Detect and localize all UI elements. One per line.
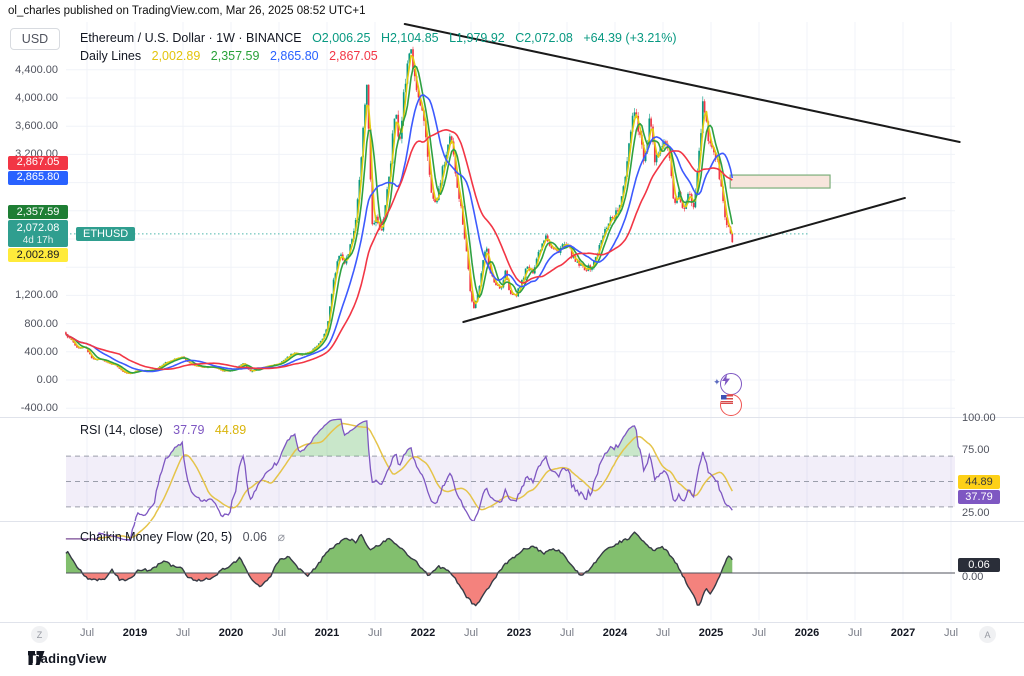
tradingview-logo-glyph: [28, 651, 45, 665]
time-axis-year-label[interactable]: 2023: [506, 627, 532, 639]
time-axis-month-label[interactable]: Jul: [367, 627, 383, 639]
daily-line-value-blue: 2,865.80: [269, 49, 319, 63]
time-axis-year-label[interactable]: 2021: [314, 627, 340, 639]
ohlc-high: H2,104.85: [380, 31, 439, 45]
rsi-value-ma: 44.89: [214, 423, 247, 437]
rsi-axis-label: 100.00: [962, 412, 996, 424]
attribution-text: ol_charles published on TradingView.com,…: [8, 5, 366, 17]
us-flag-event-icon[interactable]: [720, 394, 743, 417]
rsi-legend[interactable]: RSI (14, close) 37.79 44.89: [80, 423, 246, 437]
time-axis-month-label[interactable]: Jul: [175, 627, 191, 639]
time-axis-year-label[interactable]: 2027: [890, 627, 916, 639]
cmf-value: 0.06: [242, 530, 267, 544]
time-axis-year-label[interactable]: 2024: [602, 627, 628, 639]
ohlc-close: C2,072.08: [515, 31, 573, 45]
currency-button[interactable]: USD: [10, 28, 60, 50]
ohlc-change: +64.39 (+3.21%): [583, 31, 677, 45]
time-axis-month-label[interactable]: Jul: [943, 627, 959, 639]
us-flag-glyph: [721, 395, 734, 405]
price-axis-label: 800.00: [24, 317, 58, 330]
ohlc-open: O2,006.25: [312, 31, 371, 45]
price-axis-label: 1,200.00: [15, 289, 58, 302]
symbol-legend[interactable]: Ethereum / U.S. Dollar · 1W · BINANCE O2…: [80, 31, 677, 45]
price-axis-label: -400.00: [20, 402, 58, 415]
time-axis-year-label[interactable]: 2026: [794, 627, 820, 639]
adjust-button[interactable]: A: [979, 626, 996, 643]
cmf-title-label: Chaikin Money Flow (20, 5): [80, 530, 233, 544]
time-axis-month-label[interactable]: Jul: [271, 627, 287, 639]
daily-line-value-green: 2,357.59: [210, 49, 260, 63]
price-badge: 2,002.89: [8, 248, 68, 263]
time-axis-year-label[interactable]: 2022: [410, 627, 436, 639]
price-axis-label: 4,400.00: [15, 63, 58, 76]
rsi-axis-label: 75.00: [962, 443, 990, 456]
price-axis-label: 0.00: [36, 374, 58, 386]
hidden-values-icon[interactable]: ⌀: [277, 530, 285, 544]
time-axis-month-label[interactable]: Jul: [847, 627, 863, 639]
price-badge: 2,867.05: [8, 155, 68, 170]
symbol-price-tag: ETHUSD: [76, 226, 136, 241]
price-badge: 2,357.59: [8, 205, 68, 220]
rsi-value-badge: 37.79: [958, 490, 1000, 504]
daily-lines-label: Daily Lines: [80, 49, 142, 63]
time-axis-month-label[interactable]: Jul: [559, 627, 575, 639]
daily-line-value-red: 2,867.05: [329, 49, 378, 63]
tradingview-logo[interactable]: TradingView: [28, 651, 107, 666]
price-axis-label: 4,000.00: [15, 92, 58, 104]
timezone-button[interactable]: Z: [31, 626, 48, 643]
time-axis-month-label[interactable]: Jul: [463, 627, 479, 639]
daily-lines-legend[interactable]: Daily Lines 2,002.89 2,357.59 2,865.80 2…: [80, 49, 378, 63]
rsi-value-badge: 44.89: [958, 475, 1000, 489]
cmf-value-badge: 0.06: [958, 558, 1000, 573]
sparkle-icon: ✦: [713, 377, 721, 388]
ohlc-low: L1,979.92: [449, 31, 505, 45]
time-axis-month-label[interactable]: Jul: [79, 627, 95, 639]
lightning-bolt-glyph: [722, 374, 731, 387]
daily-line-value-yellow: 2,002.89: [151, 49, 201, 63]
time-axis-year-label[interactable]: 2025: [698, 627, 724, 639]
rsi-title-label: RSI (14, close): [80, 423, 163, 437]
price-axis-label: 3,600.00: [15, 120, 58, 133]
time-axis-year-label[interactable]: 2020: [218, 627, 244, 639]
price-badge: 2,865.80: [8, 170, 68, 185]
time-axis-month-label[interactable]: Jul: [655, 627, 671, 639]
time-axis-month-label[interactable]: Jul: [751, 627, 767, 639]
symbol-title: Ethereum / U.S. Dollar · 1W · BINANCE: [80, 31, 302, 45]
price-axis-label: 400.00: [24, 345, 58, 358]
cmf-legend[interactable]: Chaikin Money Flow (20, 5) 0.06 ⌀: [80, 529, 285, 544]
rsi-axis-label: 25.00: [962, 507, 990, 520]
lightning-event-icon[interactable]: ✦: [713, 373, 743, 396]
tradingview-logo-text: TradingView: [28, 651, 107, 666]
time-axis-year-label[interactable]: 2019: [122, 627, 148, 639]
price-badge: 2,072.08 4d 17h: [8, 220, 68, 248]
rsi-value-main: 37.79: [173, 423, 205, 437]
cmf-axis-label: 0.00: [962, 571, 984, 583]
